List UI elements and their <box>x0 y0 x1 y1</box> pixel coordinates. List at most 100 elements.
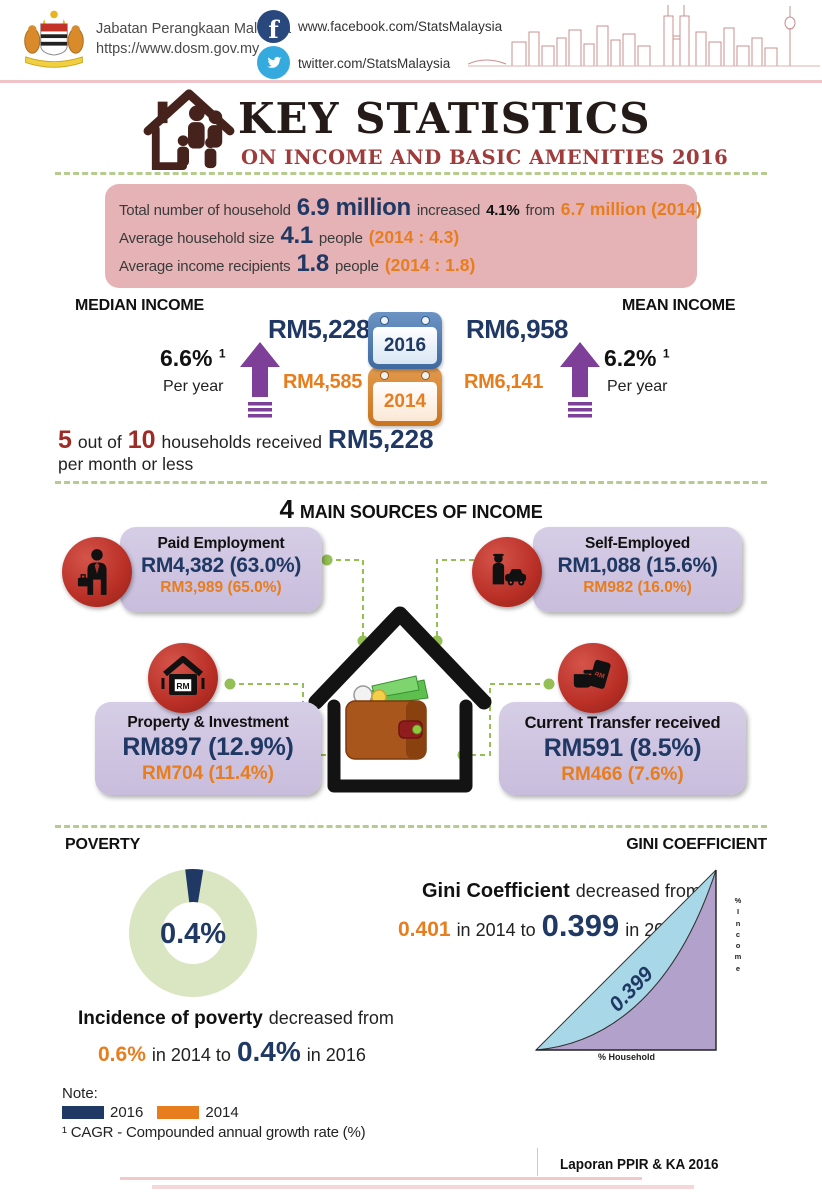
household-size-value: 4.1 <box>280 222 313 249</box>
facebook-url[interactable]: www.facebook.com/StatsMalaysia <box>298 19 503 34</box>
legend-swatch-2014 <box>157 1106 200 1119</box>
gini-2016-value: 0.399 <box>541 908 620 943</box>
summary-line-3: Average income recipients 1.8 people (20… <box>119 250 683 278</box>
source-2014-value: RM704 (11.4%) <box>141 763 274 784</box>
agency-url[interactable]: https://www.dosm.gov.my <box>96 40 260 57</box>
sources-heading-number: 4 <box>279 494 294 524</box>
page-title: KEY STATISTICS <box>238 94 651 143</box>
separator-income <box>55 481 767 484</box>
received-t1: out of <box>77 432 122 452</box>
page-subtitle: ON INCOME AND BASIC AMENITIES 2016 <box>241 146 729 169</box>
received-statement: 5 out of 10 households received RM5,228 <box>58 424 434 455</box>
facebook-glyph: f <box>268 14 279 44</box>
mean-per-year: Per year <box>607 378 668 395</box>
mean-growth-footnote: 1 <box>662 346 670 361</box>
received-n2: 10 <box>127 426 156 454</box>
source-2016-value: RM897 (12.9%) <box>122 733 294 761</box>
agency-block: Jabatan Perangkaan Malaysia https://www.… <box>96 20 291 59</box>
gini-x-axis-label: % Household <box>598 1052 656 1062</box>
median-growth-arrow-icon <box>240 342 280 425</box>
legend: 2016 2014 <box>62 1104 239 1121</box>
source-name: Self-Employed <box>584 535 691 552</box>
summary-text: Average income recipients <box>119 258 291 275</box>
lorenz-curve-chart: 0.399 <box>524 858 724 1061</box>
summary-text: Total number of household <box>119 202 291 219</box>
poverty-caption-bold: Incidence of poverty <box>78 1008 263 1029</box>
year-2016-label: 2016 <box>373 327 437 364</box>
wallet-icon <box>345 675 429 760</box>
median-2016-value: RM5,228 <box>268 314 371 344</box>
header-rule <box>0 80 822 83</box>
received-t2: households received <box>161 432 323 452</box>
footer-divider <box>537 1148 538 1176</box>
gini-heading: GINI COEFFICIENT <box>626 836 767 853</box>
source-name: Paid Employment <box>157 535 285 552</box>
received-n1: 5 <box>58 426 72 454</box>
mean-2014-value: RM6,141 <box>464 371 544 393</box>
source-name: Property & Investment <box>127 714 289 731</box>
sources-heading: 4 MAIN SOURCES OF INCOME <box>0 494 822 525</box>
mean-growth-value: 6.2% <box>604 345 657 371</box>
median-income-heading: MEDIAN INCOME <box>75 297 204 314</box>
coat-of-arms-logo <box>20 8 88 75</box>
source-card-current-transfer: Current Transfer received RM591 (8.5%) R… <box>499 702 746 795</box>
gini-caption-line1: Gini Coefficient decreased from <box>422 880 701 903</box>
poverty-rate-value: 0.4% <box>159 918 227 950</box>
poverty-caption-text: decreased from <box>268 1008 394 1028</box>
house-family-icon <box>142 86 236 177</box>
household-size-2014: (2014 : 4.3) <box>368 227 460 247</box>
gini-caption-text: in 2014 to <box>456 920 536 940</box>
gini-caption-bold: Gini Coefficient <box>422 880 570 902</box>
mean-growth-arrow-icon <box>560 342 600 425</box>
total-households-2014: 6.7 million (2014) <box>560 199 702 219</box>
poverty-caption-text: in 2014 to <box>151 1045 231 1065</box>
calendar-pin <box>380 371 389 380</box>
source-card-self-employed: Self-Employed RM1,088 (15.6%) RM982 (16.… <box>533 527 742 612</box>
summary-line-2: Average household size 4.1 people (2014 … <box>119 222 683 250</box>
poverty-caption-text: in 2016 <box>306 1045 366 1065</box>
footer-rule-2 <box>152 1185 694 1189</box>
mean-income-heading: MEAN INCOME <box>622 297 736 314</box>
income-recipients-2014: (2014 : 1.8) <box>384 255 476 275</box>
growth-rate-value: 4.1% <box>486 202 520 219</box>
current-transfer-icon: RM <box>558 643 628 713</box>
separator-title <box>55 172 767 175</box>
twitter-icon[interactable] <box>257 46 290 79</box>
source-name: Current Transfer received <box>524 714 721 732</box>
source-2014-value: RM982 (16.0%) <box>583 579 692 596</box>
legend-year-2016: 2016 <box>110 1104 144 1121</box>
summary-text: increased <box>416 202 481 219</box>
source-2016-value: RM1,088 (15.6%) <box>557 554 718 577</box>
poverty-2014-value: 0.6% <box>98 1043 146 1066</box>
source-2014-value: RM3,989 (65.0%) <box>160 579 282 596</box>
gini-y-axis-label: % I n c o m e <box>734 896 742 973</box>
household-summary-box: Total number of household 6.9 million in… <box>105 184 702 288</box>
rm-badge-label: RM <box>176 681 189 691</box>
poverty-donut-chart: 0.4% <box>122 862 264 1004</box>
received-amount: RM5,228 <box>328 424 434 454</box>
mean-2016-value: RM6,958 <box>466 314 569 344</box>
total-households-value: 6.9 million <box>296 194 411 221</box>
note-label: Note: <box>62 1085 98 1102</box>
median-growth: 6.6% 1 <box>160 345 226 372</box>
footer-rule-1 <box>120 1177 642 1180</box>
rm-note-label: RM <box>593 671 605 681</box>
twitter-url[interactable]: twitter.com/StatsMalaysia <box>298 56 451 71</box>
source-card-paid-employment: Paid Employment RM4,382 (63.0%) RM3,989 … <box>120 527 322 612</box>
calendar-pin <box>380 316 389 325</box>
summary-line-1: Total number of household 6.9 million in… <box>119 194 702 222</box>
gini-caption-text: decreased from <box>575 881 701 901</box>
poverty-caption-line2: 0.6% in 2014 to 0.4% in 2016 <box>98 1036 366 1068</box>
received-statement-2: per month or less <box>58 454 194 474</box>
median-growth-footnote: 1 <box>218 346 226 361</box>
source-card-property-investment: Property & Investment RM897 (12.9%) RM70… <box>95 702 321 795</box>
agency-name: Jabatan Perangkaan Malaysia <box>96 21 292 37</box>
mean-growth: 6.2% 1 <box>604 345 670 372</box>
summary-text: from <box>525 202 555 219</box>
facebook-icon[interactable]: f <box>257 10 290 43</box>
poverty-caption-line1: Incidence of poverty decreased from <box>78 1008 394 1030</box>
summary-text: Average household size <box>119 230 275 247</box>
year-2014-label: 2014 <box>373 382 437 421</box>
poverty-heading: POVERTY <box>65 836 141 853</box>
